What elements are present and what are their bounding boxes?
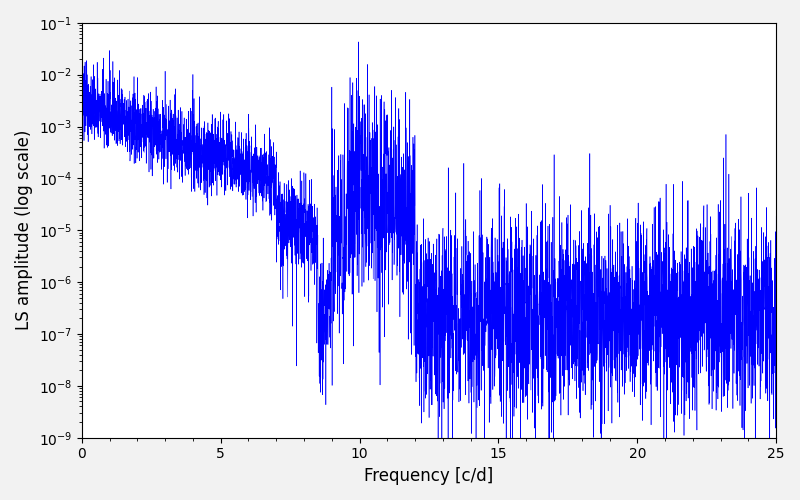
Y-axis label: LS amplitude (log scale): LS amplitude (log scale)	[15, 130, 33, 330]
X-axis label: Frequency [c/d]: Frequency [c/d]	[364, 467, 494, 485]
